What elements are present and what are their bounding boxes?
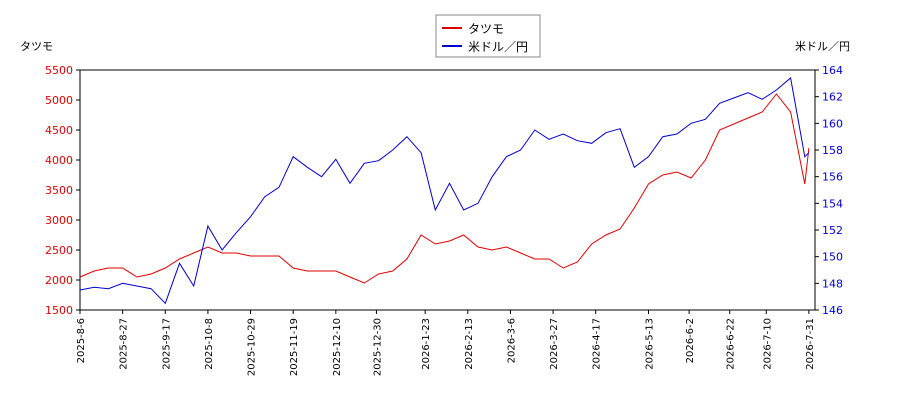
y-tick-label: 1500 — [45, 304, 73, 317]
plot-frame — [79, 69, 816, 311]
legend-label: 米ドル／円 — [468, 40, 528, 54]
x-tick-label: 2025-8-6 — [76, 318, 87, 363]
x-tick-label: 2025-12-30 — [372, 318, 383, 376]
x-tick-label: 2025-9-17 — [161, 318, 172, 370]
legend-label: タツモ — [468, 22, 504, 36]
y-tick-label: 3000 — [45, 214, 73, 227]
x-tick-label: 2026-3-27 — [549, 318, 560, 370]
y2-tick-label: 146 — [822, 304, 843, 317]
y2-tick-label: 160 — [822, 117, 843, 130]
y-axis-title: タツモ — [20, 40, 53, 53]
y-tick-label: 5000 — [45, 94, 73, 107]
y-tick-label: 3500 — [45, 184, 73, 197]
y-tick-label: 2000 — [45, 274, 73, 287]
y2-tick-label: 158 — [822, 144, 843, 157]
y-tick-label: 4500 — [45, 124, 73, 137]
x-tick-label: 2026-7-31 — [805, 318, 816, 370]
x-tick-label: 2025-8-27 — [119, 318, 130, 370]
y-tick-label: 4000 — [45, 154, 73, 167]
x-tick-label: 2025-10-8 — [204, 318, 215, 370]
legend-box — [435, 14, 541, 58]
x-tick-label: 2026-3-6 — [506, 318, 517, 363]
x-tick-label: 2026-4-17 — [592, 318, 603, 370]
x-tick-label: 2026-7-10 — [762, 318, 773, 370]
x-tick-label: 2025-10-29 — [247, 318, 258, 376]
series-line — [79, 93, 810, 284]
x-tick-label: 2026-6-2 — [685, 318, 696, 363]
x-tick-label: 2026-1-23 — [421, 318, 432, 370]
x-tick-label: 2025-12-10 — [332, 318, 343, 376]
y2-tick-label: 156 — [822, 171, 843, 184]
x-tick-label: 2026-6-22 — [726, 318, 737, 370]
y-tick-label: 2500 — [45, 244, 73, 257]
series-line — [79, 77, 810, 305]
y2-tick-label: 148 — [822, 277, 843, 290]
y2-tick-label: 164 — [822, 64, 843, 77]
x-tick-label: 2025-11-19 — [289, 318, 300, 376]
y2-axis-title: 米ドル／円 — [795, 40, 850, 53]
y2-tick-label: 162 — [822, 91, 843, 104]
y-tick-label: 5500 — [45, 64, 73, 77]
x-tick-label: 2026-5-13 — [645, 318, 656, 370]
x-tick-label: 2026-2-13 — [464, 318, 475, 370]
y2-tick-label: 152 — [822, 224, 843, 237]
y2-tick-label: 150 — [822, 251, 843, 264]
y2-tick-label: 154 — [822, 197, 843, 210]
